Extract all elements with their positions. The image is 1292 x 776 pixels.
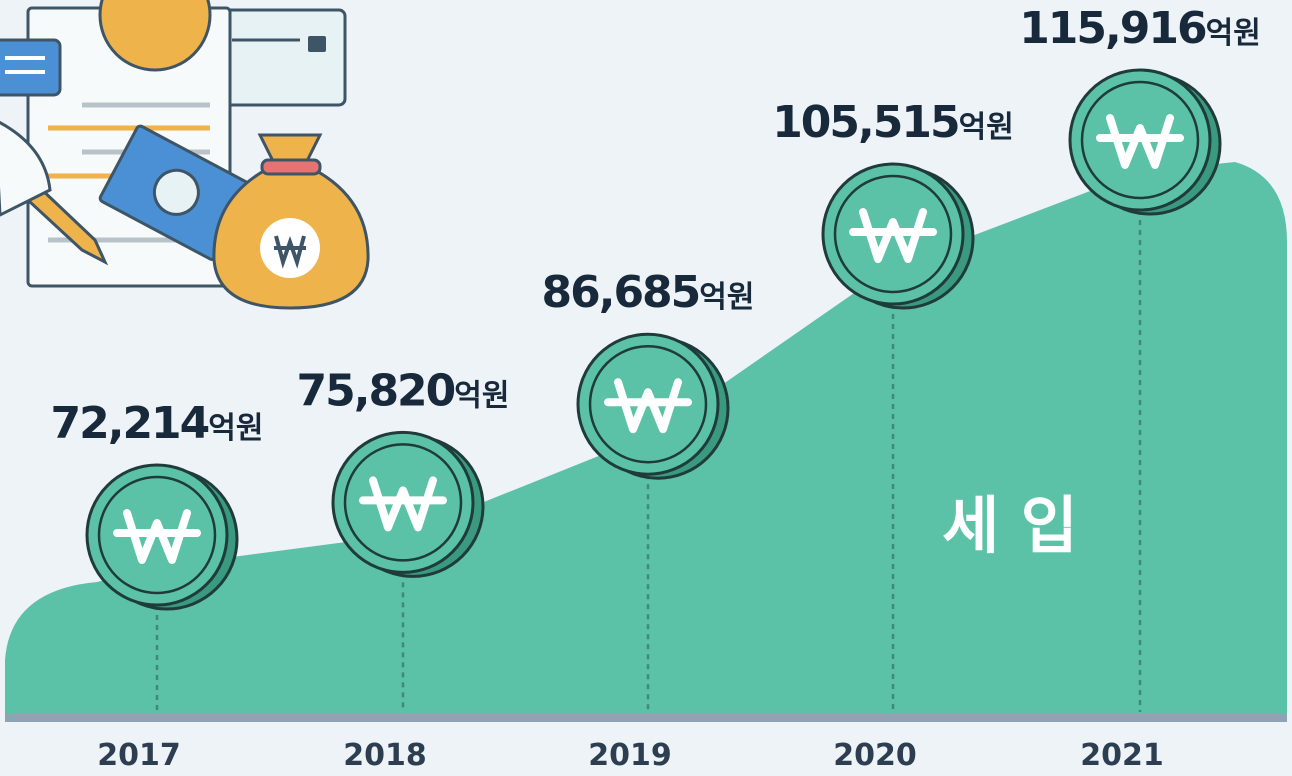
value-label: 105,515억원	[772, 97, 1014, 148]
coin	[821, 162, 975, 310]
coin-ring	[343, 443, 463, 562]
coin-ring	[588, 344, 708, 464]
won-icon	[604, 378, 692, 434]
won-icon	[849, 208, 937, 264]
baseline	[5, 714, 1287, 722]
value-number: 72,214	[51, 398, 209, 449]
won-icon	[1096, 114, 1184, 169]
value-number: 75,820	[297, 365, 455, 416]
x-tick-label: 2017	[97, 738, 181, 773]
coin-ring	[97, 475, 217, 595]
value-number: 115,916	[1019, 3, 1206, 54]
area-label: 세 입	[942, 489, 1078, 562]
value-label: 115,916억원	[1019, 3, 1261, 54]
coin	[1068, 68, 1222, 216]
coin	[85, 463, 239, 611]
x-tick-label: 2021	[1080, 738, 1164, 773]
value-label: 72,214억원	[51, 398, 264, 449]
value-unit: 억원	[959, 110, 1014, 145]
value-label: 75,820억원	[297, 365, 510, 416]
value-unit: 억원	[208, 411, 263, 446]
coin-ring	[833, 174, 953, 294]
won-icon	[113, 509, 201, 564]
value-number: 105,515	[772, 97, 958, 148]
x-tick-label: 2019	[588, 738, 672, 773]
plot: 72,214억원201775,820억원201886,685억원2019105,…	[5, 3, 1287, 773]
x-tick-label: 2018	[343, 738, 427, 773]
coin	[331, 430, 485, 578]
illustration	[0, 0, 370, 310]
value-unit: 억원	[699, 280, 754, 315]
value-label: 86,685억원	[542, 267, 755, 318]
won-icon	[359, 476, 447, 532]
value-unit: 억원	[454, 378, 509, 413]
coin-ring	[1080, 80, 1200, 200]
value-unit: 억원	[1206, 16, 1261, 51]
coin	[576, 332, 730, 480]
x-tick-label: 2020	[833, 738, 917, 773]
value-number: 86,685	[542, 267, 700, 318]
